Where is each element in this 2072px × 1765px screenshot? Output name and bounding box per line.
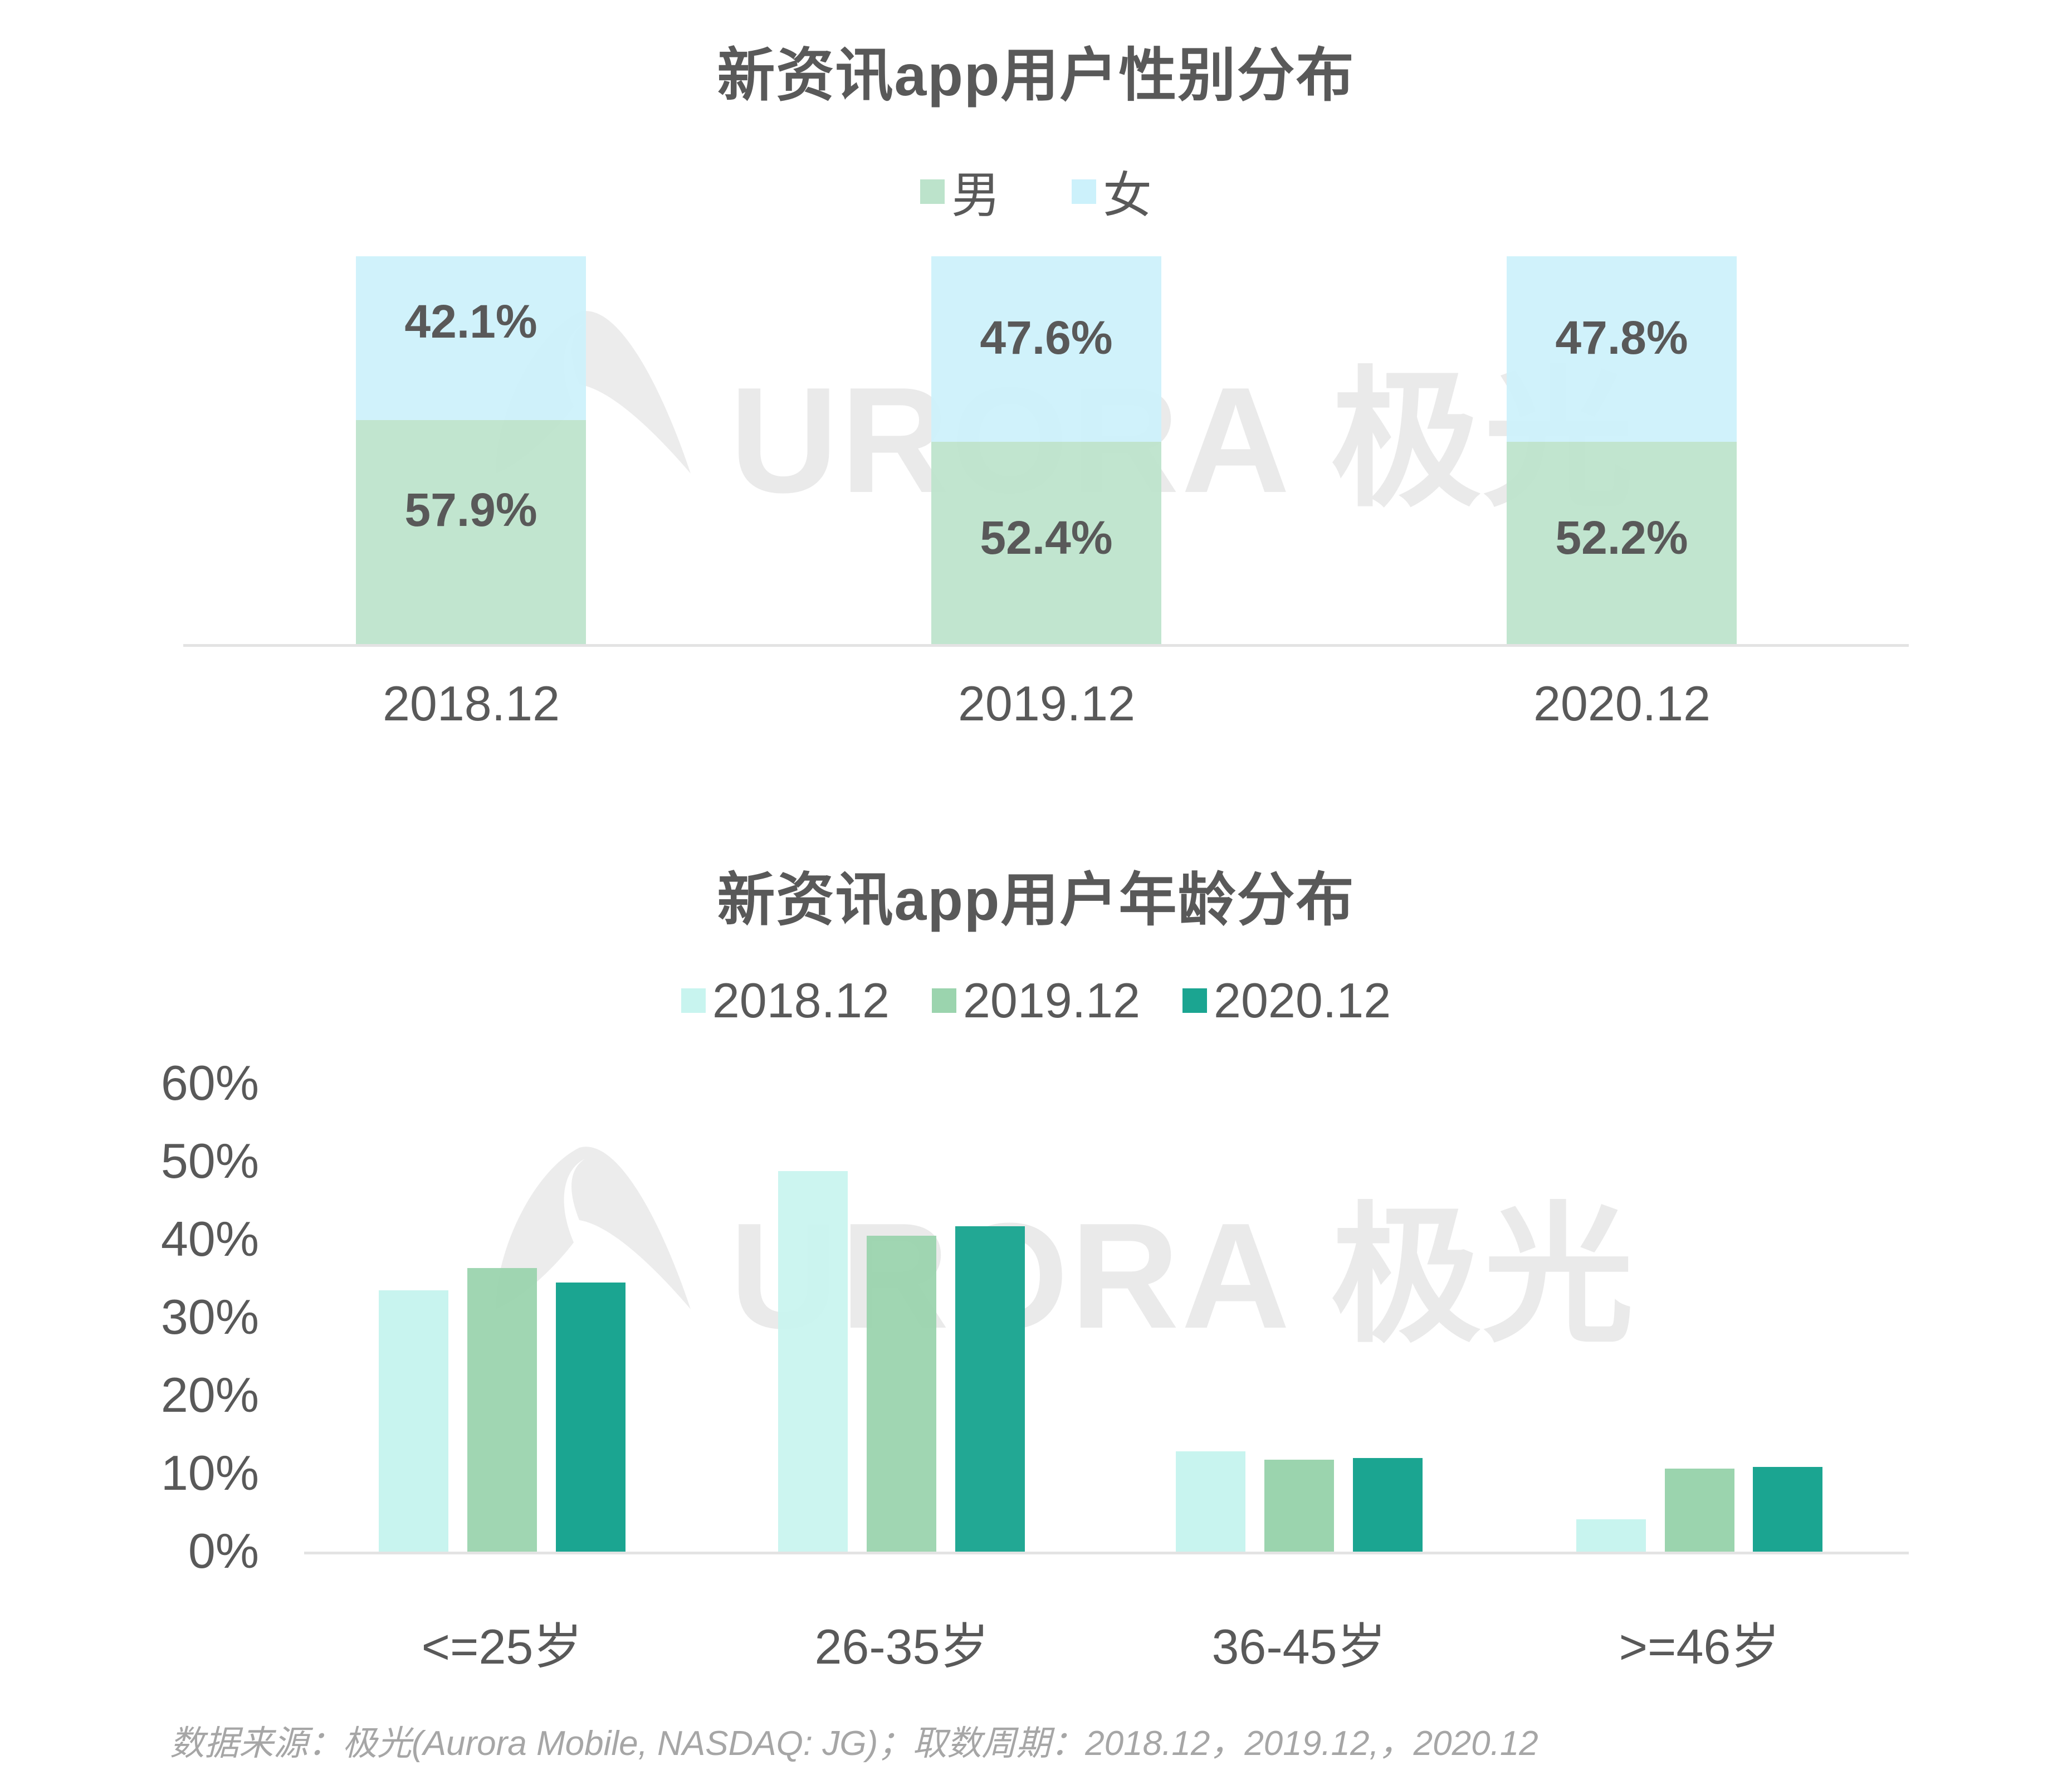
legend-swatch-female [1072, 179, 1096, 204]
age-legend: 2018.12 2019.12 2020.12 [0, 972, 2072, 1029]
bar-26-35-2018 [778, 1171, 848, 1552]
legend-swatch-2020 [1182, 988, 1208, 1013]
legend-item-2018: 2018.12 [681, 972, 890, 1029]
bar-26-35-2020 [955, 1226, 1025, 1552]
data-label: 52.4% [980, 511, 1113, 564]
age-x-axis [304, 1552, 1909, 1554]
bar-male-2019: 52.4% [931, 442, 1161, 645]
y-tick-50: 50% [160, 1133, 259, 1188]
data-label: 57.9% [404, 484, 537, 536]
age-chart-title: 新资讯app用户年龄分布 [717, 868, 1355, 933]
bar-male-2020: 52.2% [1507, 442, 1737, 645]
bar-female-2019: 47.6% [931, 256, 1161, 442]
data-label: 47.8% [1555, 311, 1688, 364]
y-tick-30: 30% [160, 1289, 259, 1344]
bar-ge46-2019 [1665, 1469, 1734, 1552]
bar-female-2018: 42.1% [356, 256, 586, 420]
legend-swatch-2018 [681, 988, 706, 1013]
bar-36-45-2019 [1264, 1460, 1334, 1552]
x-label-36-45: 36-45岁 [1211, 1619, 1386, 1674]
x-label-2020: 2020.12 [1533, 676, 1711, 731]
legend-swatch-2019 [931, 988, 956, 1013]
watermark-text: URORA 极光 [730, 357, 1636, 524]
legend-label-male: 男 [951, 168, 1000, 223]
legend-label-female: 女 [1103, 168, 1152, 223]
legend-label-2019: 2019.12 [962, 973, 1141, 1028]
legend-item-male: 男 [920, 156, 1000, 227]
bar-le25-2020 [556, 1283, 625, 1552]
data-label: 52.2% [1555, 511, 1688, 564]
legend-swatch-male [920, 179, 945, 204]
y-tick-60: 60% [160, 1055, 259, 1110]
y-tick-10: 10% [160, 1445, 259, 1500]
bar-le25-2018 [379, 1290, 448, 1552]
legend-label-2018: 2018.12 [712, 973, 890, 1028]
bar-female-2020: 47.8% [1507, 256, 1737, 442]
legend-item-2020: 2020.12 [1182, 972, 1391, 1029]
bar-le25-2019 [467, 1268, 537, 1552]
bar-male-2018: 57.9% [356, 420, 586, 645]
y-tick-0: 0% [188, 1523, 259, 1578]
legend-item-female: 女 [1072, 156, 1152, 227]
gender-chart-title: 新资讯app用户性别分布 [717, 43, 1355, 108]
y-tick-20: 20% [160, 1367, 259, 1422]
x-label-2018: 2018.12 [382, 676, 560, 731]
bar-36-45-2020 [1353, 1458, 1423, 1552]
watermark-text: URORA 极光 [730, 1192, 1636, 1360]
x-label-2019: 2019.12 [957, 676, 1136, 731]
bar-ge46-2018 [1576, 1519, 1646, 1552]
gender-x-axis [183, 644, 1909, 647]
x-label-le25: <=25岁 [421, 1619, 583, 1674]
data-label: 47.6% [980, 311, 1113, 364]
legend-label-2020: 2020.12 [1214, 973, 1391, 1028]
bar-ge46-2020 [1753, 1467, 1822, 1552]
x-label-ge46: >=46岁 [1619, 1619, 1780, 1674]
bar-26-35-2019 [867, 1236, 936, 1552]
data-source-note: 数据来源：极光(Aurora Mobile, NASDAQ: JG)；取数周期：… [170, 1724, 1538, 1763]
y-tick-40: 40% [160, 1211, 259, 1266]
gender-legend: 男 女 [0, 156, 2072, 227]
x-label-26-35: 26-35岁 [814, 1619, 989, 1674]
legend-item-2019: 2019.12 [931, 972, 1141, 1029]
data-label: 42.1% [404, 295, 537, 348]
bar-36-45-2018 [1176, 1451, 1245, 1552]
